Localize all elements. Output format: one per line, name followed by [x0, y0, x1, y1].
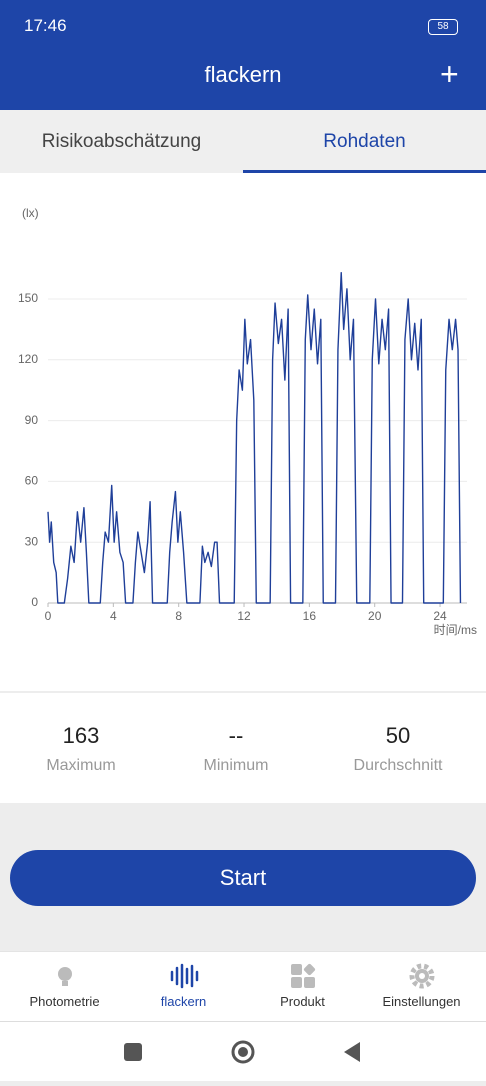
stat-label: Durchschnitt	[353, 757, 443, 774]
stat-label: Maximum	[46, 757, 116, 774]
tab-active[interactable]: Rohdaten	[243, 110, 486, 173]
back[interactable]	[344, 1042, 360, 1062]
stat-value: 50	[385, 723, 411, 748]
chart: (lx) 时间/ms 0 30 60 90 120 150 0 4 8 12 16 20 24	[0, 173, 486, 691]
data-line	[47, 271, 462, 604]
bottom-nav: Photometrie flackern Produkt Einstellung…	[0, 951, 486, 1022]
stat-value: 163	[62, 723, 100, 748]
nav-item[interactable]: Photometrie	[4, 952, 125, 1009]
header-title: flackern	[204, 62, 282, 87]
system-buttons	[124, 1040, 360, 1064]
x-tick-label: 0	[45, 609, 52, 623]
icon	[290, 963, 315, 988]
app-bar: 17:46 58 flackern +	[0, 0, 486, 110]
system-nav	[0, 1021, 486, 1081]
stat-value: --	[228, 723, 244, 748]
nav-label: Einstellungen	[382, 994, 461, 1009]
y-tick-label: 120	[18, 352, 38, 366]
icon	[170, 963, 198, 989]
icon	[57, 967, 72, 986]
x-tick-label: 4	[110, 609, 117, 623]
y-tick-label: 30	[25, 534, 39, 548]
y-tick-label: 0	[31, 595, 38, 609]
start-button[interactable]: Start	[10, 850, 476, 906]
nav-label: Photometrie	[29, 994, 100, 1009]
y-tick-label: 150	[18, 291, 38, 305]
home[interactable]	[231, 1040, 255, 1064]
battery: 58	[428, 19, 458, 35]
y-tick-label: 90	[25, 413, 39, 427]
nav-label: Produkt	[280, 994, 325, 1009]
y-tick-label: 60	[25, 474, 39, 488]
nav-item-active[interactable]: flackern	[123, 952, 244, 1009]
tab-bar: Risikoabschätzung Rohdaten	[0, 110, 486, 173]
x-axis-label: 时间/ms	[434, 623, 477, 637]
icon	[409, 963, 434, 989]
nav-item[interactable]: Einstellungen	[361, 952, 482, 1009]
x-tick-label: 12	[237, 609, 251, 623]
x-tick-label: 8	[175, 609, 182, 623]
add-button[interactable]: +	[440, 56, 459, 92]
tab[interactable]: Risikoabschätzung	[41, 131, 202, 152]
status-time: 17:46	[24, 16, 67, 35]
x-tick-label: 16	[303, 609, 317, 623]
recents[interactable]	[124, 1043, 142, 1061]
y-axis-label: (lx)	[22, 206, 39, 220]
nav-label: flackern	[160, 994, 207, 1009]
stat-label: Minimum	[203, 757, 269, 774]
x-tick-label: 24	[433, 609, 447, 623]
nav-item[interactable]: Produkt	[242, 952, 363, 1009]
x-tick-label: 20	[368, 609, 382, 623]
stats: 163 Maximum -- Minimum 50 Durchschnitt	[0, 693, 486, 803]
